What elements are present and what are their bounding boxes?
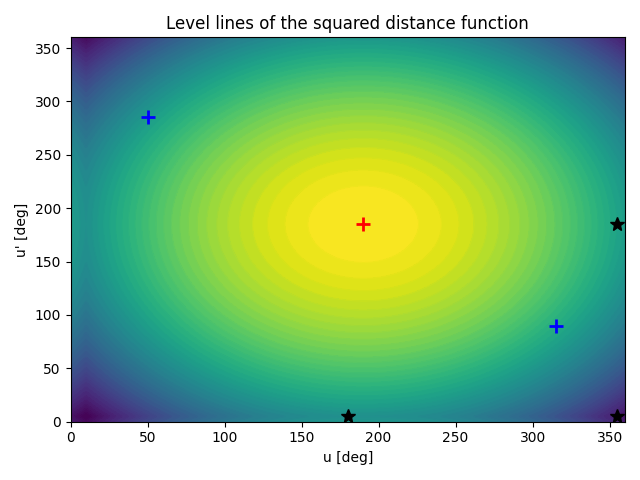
Y-axis label: u' [deg]: u' [deg]: [15, 203, 29, 257]
Title: Level lines of the squared distance function: Level lines of the squared distance func…: [166, 15, 529, 33]
X-axis label: u [deg]: u [deg]: [323, 451, 373, 465]
